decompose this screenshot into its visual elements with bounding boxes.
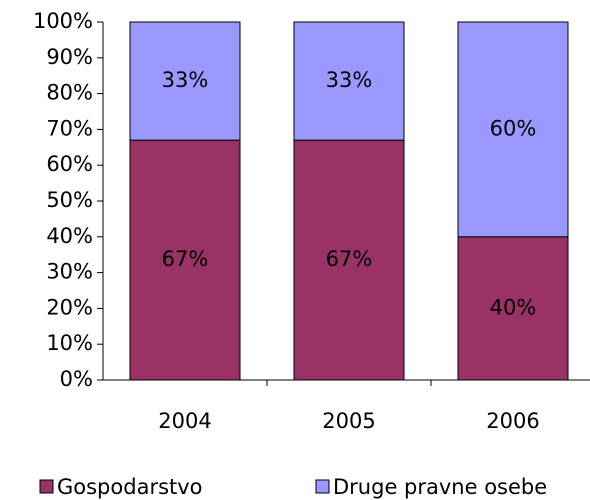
y-tick-label: 0% (60, 367, 93, 391)
bar-segment (129, 21, 241, 141)
data-label: 67% (326, 247, 373, 271)
y-tick-label: 70% (46, 116, 93, 140)
y-tick-label: 50% (46, 188, 93, 212)
y-tick-label: 30% (46, 260, 93, 284)
data-label: 33% (326, 68, 373, 92)
bar-segment (457, 236, 569, 381)
bar-segment (457, 21, 569, 238)
y-tick-label: 80% (46, 81, 93, 105)
bar-segment (129, 139, 241, 381)
y-tick-label: 90% (46, 45, 93, 69)
data-label: 33% (162, 68, 209, 92)
legend-label: Gospodarstvo (57, 475, 203, 499)
y-tick-label: 20% (46, 295, 93, 319)
x-tick-label: 2006 (486, 409, 539, 433)
y-tick-label: 40% (46, 224, 93, 248)
bar-segment (293, 21, 405, 141)
x-tick-label: 2004 (158, 409, 211, 433)
y-tick-label: 10% (46, 331, 93, 355)
data-label: 60% (490, 116, 537, 140)
x-tick-label: 2005 (322, 409, 375, 433)
data-label: 67% (162, 247, 209, 271)
legend-swatch (315, 479, 330, 494)
legend-label: Druge pravne osebe (333, 475, 547, 499)
data-label: 40% (490, 295, 537, 319)
y-tick-label: 60% (46, 152, 93, 176)
legend-swatch (39, 479, 54, 494)
y-tick-label: 100% (33, 9, 93, 33)
